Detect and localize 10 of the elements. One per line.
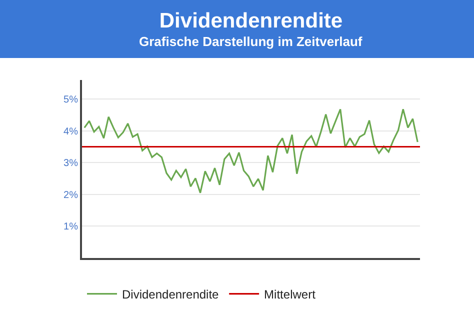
- chart-title: Dividendenrendite: [159, 9, 343, 32]
- y-tick-label: 5%: [64, 94, 78, 106]
- y-tick-label: 4%: [64, 126, 78, 138]
- line-series: [84, 108, 418, 194]
- y-tick-label: 2%: [64, 190, 78, 201]
- chart-subtitle: Grafische Darstellung im Zeitverlauf: [139, 34, 363, 49]
- legend-label: Mittelwert: [264, 288, 316, 302]
- y-tick-label: 3%: [64, 158, 78, 170]
- legend-label: Dividendenrendite: [122, 288, 220, 302]
- y-tick-label: 1%: [64, 222, 78, 233]
